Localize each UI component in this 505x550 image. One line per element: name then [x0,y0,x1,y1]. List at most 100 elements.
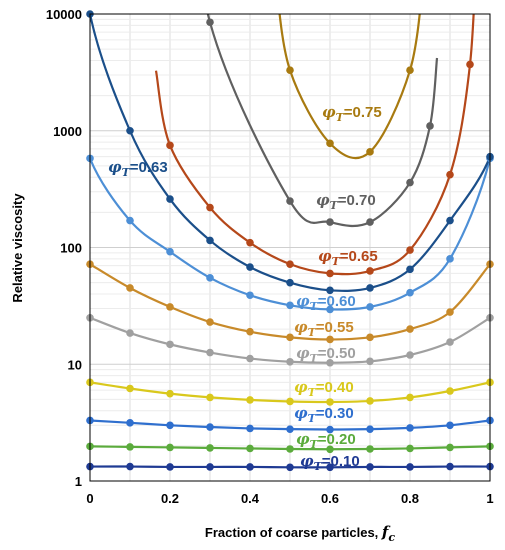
series-line [206,14,439,228]
x-tick-label: 0 [86,491,93,506]
data-point [406,265,414,274]
x-tick-label: 0.2 [161,491,179,506]
data-point [206,203,214,212]
series-line [154,14,475,276]
curve-label: φT=0.75 [322,103,382,124]
data-point [246,291,254,300]
curve-label: φT=0.10 [300,452,360,473]
data-point [206,236,214,245]
data-point [126,384,134,393]
data-point [286,463,294,472]
series-line [278,14,421,160]
data-point [286,301,294,310]
data-point [206,393,214,402]
data-point [366,357,374,366]
data-point [366,218,374,226]
data-point [286,357,294,366]
data-point [446,338,454,346]
data-point [206,423,214,431]
data-point [366,284,374,292]
data-point [326,463,334,472]
data-point [326,269,334,278]
data-point [446,255,454,263]
curve-label: φT=0.30 [294,404,354,425]
data-point [246,327,254,336]
curve-label: φT=0.20 [296,430,356,451]
curve-label: φT=0.40 [294,378,354,399]
data-point [286,333,294,342]
data-point [326,398,334,406]
data-point [126,126,134,135]
curve-label: φT=0.63 [108,158,168,179]
curve-label: φT=0.60 [296,292,356,313]
data-point [206,463,214,471]
data-point [366,148,374,156]
data-point [246,424,254,433]
data-point [246,444,254,453]
data-point [206,318,214,326]
data-point [366,333,374,342]
data-point [126,329,134,337]
data-point [326,358,334,367]
y-tick-label: 10 [68,357,82,372]
data-point [446,387,454,395]
data-point [366,267,374,275]
data-point [406,288,414,297]
data-point [246,263,254,271]
data-point [406,351,414,359]
data-point [126,443,134,451]
data-point [426,122,434,130]
y-tick-label: 10000 [46,7,82,22]
data-point [246,463,254,471]
y-tick-label: 1000 [53,124,82,139]
data-point [326,286,334,295]
data-point [166,303,174,311]
data-point [166,389,174,398]
y-tick-label: 1 [75,474,82,489]
data-point [466,60,474,69]
curve-label: φT=0.55 [294,318,354,339]
data-point [326,425,334,434]
data-point [206,274,214,282]
x-tick-label: 0.4 [241,491,260,506]
data-point [326,305,334,314]
data-point [406,325,414,333]
y-axis-label: Relative viscosity [10,193,25,303]
data-point [246,238,254,247]
y-tick-label: 100 [60,241,82,256]
data-point [446,308,454,316]
data-point [286,197,294,205]
data-point [446,421,454,430]
data-point [446,170,454,179]
data-point [406,424,414,432]
data-point [166,443,174,452]
data-point [206,444,214,452]
data-point [286,278,294,287]
data-point [366,463,374,471]
data-point [286,397,294,406]
data-point [366,397,374,405]
data-point [326,139,334,148]
data-point [366,303,374,311]
data-point [126,462,134,471]
data-point [406,246,414,254]
data-point [166,463,174,471]
data-point [166,421,174,430]
data-point [366,425,374,433]
data-point [406,463,414,471]
data-point [446,216,454,225]
data-point [166,195,174,203]
data-point [406,178,414,187]
curve-label: φT=0.65 [318,247,378,268]
data-point [326,335,334,344]
data-point [126,419,134,427]
data-points [86,10,494,472]
curve-label: φT=0.70 [316,191,376,212]
x-tick-label: 0.8 [401,491,419,506]
data-point [446,443,454,452]
x-tick-label: 0.6 [321,491,339,506]
data-point [246,396,254,404]
data-point [206,348,214,357]
